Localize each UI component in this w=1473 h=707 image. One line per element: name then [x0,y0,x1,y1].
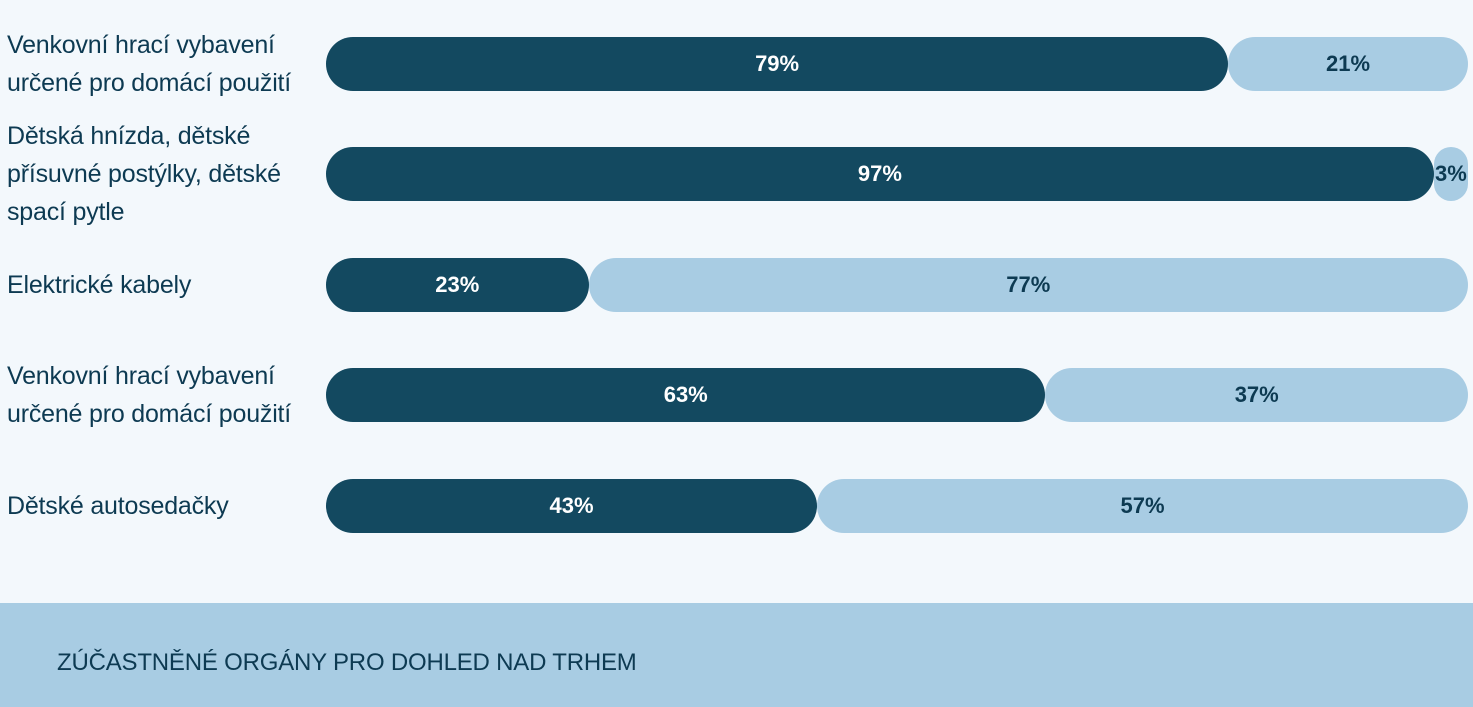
data-label-primary: 63% [663,382,708,407]
category-label: Dětské autosedačky [7,492,229,520]
footer-title: ZÚČASTNĚNÉ ORGÁNY PRO DOHLED NAD TRHEM [57,649,637,676]
chart-row: Venkovní hrací vybavení určené pro domác… [0,362,1473,428]
bar-segment-secondary: 3% [1433,147,1468,201]
category-label: Venkovní hrací vybavení určené pro domác… [7,362,292,428]
bar-segment-secondary: 21% [1228,37,1468,91]
data-label-primary: 43% [549,493,594,518]
data-label-secondary: 3% [1434,161,1467,186]
bar-segment-secondary: 57% [817,479,1468,533]
bar-segment-secondary: 37% [1045,368,1468,422]
chart-row: Venkovní hrací vybavení určené pro domác… [0,31,1473,97]
bar-segment-secondary: 77% [588,258,1468,312]
bar-track: 43% 57% [326,479,1468,533]
bar-track: 63% 37% [326,368,1468,422]
stacked-bar-chart: Venkovní hrací vybavení určené pro domác… [0,31,1473,533]
data-label-secondary: 77% [1006,272,1051,297]
data-label-secondary: 37% [1234,382,1279,407]
bar-track: 23% 77% [326,258,1468,312]
bar-segment-primary: 79% [326,37,1229,91]
bar-track: 97% 3% [326,147,1468,201]
data-label-primary: 79% [755,51,800,76]
footer-banner: ZÚČASTNĚNÉ ORGÁNY PRO DOHLED NAD TRHEM [0,603,1473,707]
data-label-primary: 23% [435,272,480,297]
bar-track: 79% 21% [326,37,1468,91]
category-label: Elektrické kabely [7,271,192,299]
bar-segment-primary: 43% [326,479,818,533]
chart-row: Dětské autosedačky 43% 57% [0,479,1473,533]
chart-row: Dětská hnízda, dětské přísuvné postýlky,… [0,122,1473,226]
data-label-primary: 97% [857,161,902,186]
bar-segment-primary: 97% [326,147,1434,201]
chart-row: Elektrické kabely 23% 77% [0,258,1473,312]
category-label: Dětská hnízda, dětské přísuvné postýlky,… [7,122,281,226]
data-label-secondary: 57% [1120,493,1165,518]
bar-segment-primary: 63% [326,368,1046,422]
data-label-secondary: 21% [1326,51,1371,76]
category-label: Venkovní hrací vybavení určené pro domác… [7,31,292,97]
bar-segment-primary: 23% [326,258,589,312]
